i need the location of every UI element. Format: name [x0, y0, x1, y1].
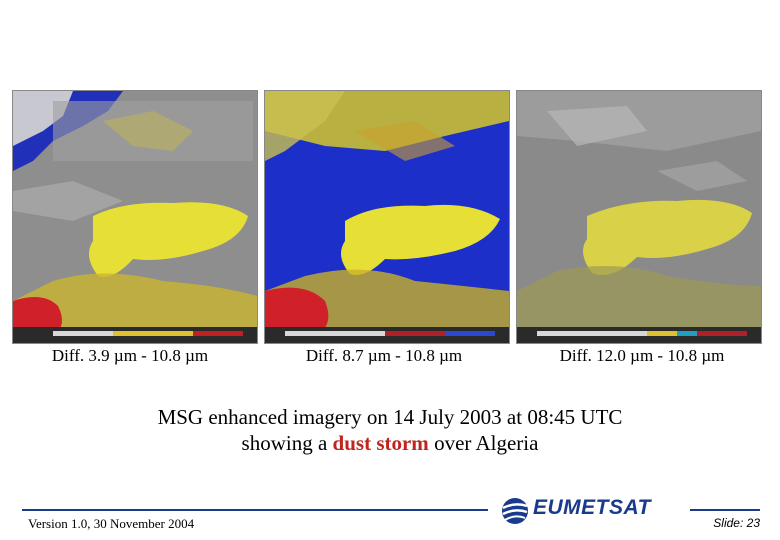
slide-description-line2: showing a dust storm over Algeria — [0, 430, 780, 456]
footer-rule-left — [22, 509, 488, 511]
description-prefix: showing a — [241, 431, 333, 455]
image-caption-3: Diff. 12.0 µm - 10.8 µm — [559, 346, 725, 365]
satellite-image-3 — [516, 90, 762, 344]
logo-text: EUMETSAT — [533, 496, 651, 519]
eumetsat-logo: EUMETSAT — [500, 494, 670, 528]
dust-storm-highlight: dust storm — [332, 431, 429, 455]
footer-rule-right — [690, 509, 760, 511]
description-suffix: over Algeria — [428, 431, 539, 455]
satellite-image-1 — [12, 90, 258, 344]
satellite-image-2 — [264, 90, 510, 344]
globe-icon — [502, 498, 528, 524]
slide-description-line1: MSG enhanced imagery on 14 July 2003 at … — [157, 405, 623, 429]
image-caption-2: Diff. 8.7 µm - 10.8 µm — [305, 346, 463, 365]
slide-number: Slide: 23 — [713, 516, 760, 530]
version-label: Version 1.0, 30 November 2004 — [28, 516, 195, 531]
image-caption-1: Diff. 3.9 µm - 10.8 µm — [51, 346, 209, 365]
